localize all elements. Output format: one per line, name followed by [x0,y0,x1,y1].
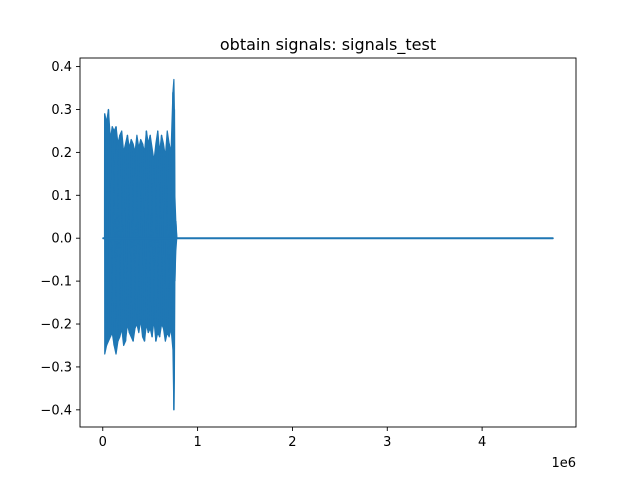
axes-frame [79,57,577,428]
x-tick-label-3: 3 [383,435,391,450]
x-tick-label-2: 2 [288,435,296,450]
plot-area [102,78,554,411]
x-tick-label-4: 4 [478,435,486,450]
chart-title: obtain signals: signals_test [220,35,436,55]
y-tick-label-5: 0.1 [51,189,72,204]
axes-spines [79,57,577,428]
x-axis-offset-label: 1e6 [551,456,576,471]
y-tick-label-0: −0.4 [40,403,72,418]
y-tick-label-1: −0.3 [40,360,72,375]
y-tick-label-3: −0.1 [40,275,72,290]
y-tick-label-6: 0.2 [51,146,72,161]
series-0-line [102,92,554,410]
x-tick-label-1: 1 [193,435,201,450]
y-tick-label-8: 0.4 [51,60,72,75]
x-tick-label-0: 0 [99,435,107,450]
y-tick-label-2: −0.2 [40,318,72,333]
y-axis: −0.4 −0.3 −0.2 −0.1 0.0 0.1 0.2 0.3 0.4 [40,60,80,418]
y-tick-label-7: 0.3 [51,103,72,118]
y-tick-label-4: 0.0 [51,232,72,247]
x-axis: 0 1 2 3 4 [99,427,486,450]
